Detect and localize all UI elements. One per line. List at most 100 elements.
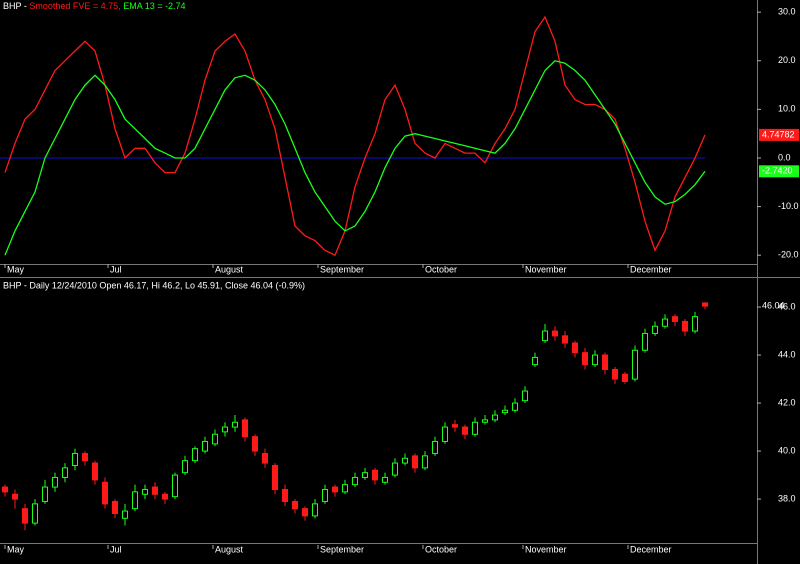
- candle-body: [82, 452, 88, 462]
- candle-body: [292, 500, 298, 510]
- candle-body: [22, 508, 28, 524]
- candle-body: [52, 476, 58, 488]
- candle-body: [662, 318, 668, 327]
- candle-body: [312, 503, 318, 517]
- x-tick-label: December: [630, 264, 672, 274]
- candle-body: [172, 474, 178, 498]
- x-tick-label: December: [630, 544, 672, 554]
- price-header: BHP - Daily 12/24/2010 Open 46.17, Hi 46…: [3, 280, 305, 290]
- x-tick-label: September: [320, 544, 364, 554]
- candle-body: [692, 316, 698, 332]
- x-tick-label: May: [7, 264, 25, 274]
- candle-body: [92, 462, 98, 481]
- candle-body: [402, 457, 408, 464]
- y-tick-label: 40.0: [778, 445, 796, 455]
- candle-body: [412, 455, 418, 469]
- candle-body: [72, 452, 78, 466]
- indicator-line: [4, 60, 706, 256]
- candle-body: [242, 419, 248, 438]
- candle-body: [32, 503, 38, 524]
- x-tick-label: August: [215, 264, 244, 274]
- candle-body: [182, 460, 188, 474]
- candle-body: [202, 440, 208, 452]
- y-tick-label: 44.0: [778, 349, 796, 359]
- y-tick-label: 42.0: [778, 397, 796, 407]
- candle-body: [322, 488, 328, 502]
- last-value-label: 4.74782: [762, 129, 795, 139]
- y-tick-label: -20.0: [778, 250, 799, 260]
- last-value-tag: [759, 165, 799, 178]
- candle-body: [342, 484, 348, 493]
- y-tick-label: 30.0: [778, 7, 796, 17]
- candle-body: [212, 433, 218, 445]
- candle-body: [672, 316, 678, 322]
- candle-body: [352, 476, 358, 486]
- candle-body: [142, 488, 148, 495]
- indicator-header: BHP - Smoothed FVE = 4.75, EMA 13 = -2.7…: [3, 1, 186, 11]
- candle-body: [552, 330, 558, 337]
- candle-body: [282, 488, 288, 502]
- candle-body: [532, 356, 538, 366]
- legend-entry: Smoothed FVE: [29, 1, 90, 11]
- candle-body: [542, 330, 548, 342]
- candle-body: [652, 325, 658, 334]
- candle-body: [422, 455, 428, 469]
- candle-body: [562, 335, 568, 344]
- x-tick-label: November: [525, 544, 567, 554]
- candle-body: [452, 424, 458, 428]
- indicator-line: [4, 15, 706, 257]
- candle-body: [642, 332, 648, 351]
- last-value-label: -2.7420: [762, 166, 793, 176]
- x-tick-label: May: [7, 544, 25, 554]
- candle-body: [632, 349, 638, 380]
- candle-body: [432, 440, 438, 454]
- candle-body: [372, 469, 378, 481]
- candle-body: [622, 373, 628, 382]
- candle-body: [682, 320, 688, 332]
- last-price-label: 46.04: [762, 300, 785, 310]
- x-tick-label: August: [215, 544, 244, 554]
- candle-body: [302, 508, 308, 517]
- legend-value: = 4.75,: [93, 1, 121, 11]
- candle-body: [192, 448, 198, 462]
- candle-body: [332, 486, 338, 493]
- candle-body: [42, 486, 48, 502]
- y-tick-label: 46.0: [778, 301, 796, 311]
- x-tick-label: September: [320, 264, 364, 274]
- candle-body: [582, 352, 588, 366]
- candle-body: [522, 390, 528, 402]
- candle-body: [602, 354, 608, 370]
- legend-entry: EMA 13: [123, 1, 155, 11]
- candle-body: [612, 368, 618, 380]
- y-tick-label: 0.0: [778, 152, 791, 162]
- candle-body: [232, 421, 238, 428]
- candle-body: [62, 467, 68, 478]
- x-tick-label: Jul: [110, 544, 122, 554]
- candle-body: [462, 426, 468, 435]
- candle-body: [362, 472, 368, 478]
- y-tick-label: 20.0: [778, 55, 796, 65]
- candle-body: [472, 421, 478, 435]
- candle-body: [252, 436, 258, 452]
- candle-body: [492, 414, 498, 421]
- candle-body: [502, 409, 508, 414]
- x-tick-label: Jul: [110, 264, 122, 274]
- header-title: BHP -: [3, 1, 27, 11]
- y-tick-label: 38.0: [778, 493, 796, 503]
- legend-value: = -2.74: [157, 1, 185, 11]
- candle-body: [12, 493, 18, 500]
- y-tick-label: -10.0: [778, 201, 799, 211]
- candle-body: [122, 510, 128, 519]
- candle-body: [382, 476, 388, 483]
- candle-body: [162, 493, 168, 500]
- candle-body: [512, 402, 518, 411]
- candle-body: [262, 452, 268, 464]
- candle-body: [112, 500, 118, 514]
- candle-body: [442, 426, 448, 442]
- candle-body: [2, 486, 8, 493]
- candle-body: [152, 486, 158, 495]
- candle-body: [392, 462, 398, 476]
